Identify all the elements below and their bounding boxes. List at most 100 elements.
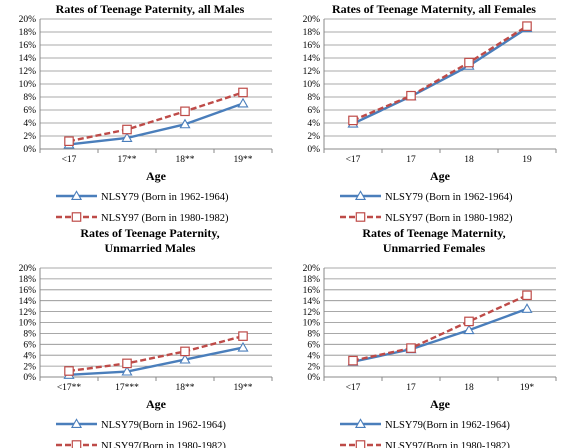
y-tick-label: 14% (303, 54, 321, 64)
series-nlsy97 (348, 21, 532, 126)
data-point (64, 366, 74, 376)
x-tick-label: 18 (464, 383, 474, 393)
legend-marker (355, 440, 366, 448)
y-tick-label: 8% (307, 93, 320, 103)
x-tick-label: 19* (520, 383, 535, 393)
data-point (521, 303, 533, 313)
series-line (68, 102, 244, 146)
series-nlsy97 (64, 87, 248, 146)
legend-marker (71, 440, 82, 448)
y-tick-label: 20% (19, 264, 37, 274)
data-point (238, 331, 248, 341)
legend-marker (354, 190, 367, 200)
x-tick-label: 17 (406, 155, 416, 165)
legend-entry: NLSY79(Born in 1962-1964) (340, 418, 510, 431)
y-tick-label: 10% (303, 319, 321, 329)
y-tick-label: 12% (19, 67, 37, 77)
data-point (121, 132, 133, 142)
y-tick-label: 6% (23, 106, 36, 116)
x-tick-label: 19 (522, 155, 532, 165)
chart-title: Unmarried Males (105, 241, 196, 255)
x-axis-label: Age (430, 397, 451, 411)
series-line (352, 294, 528, 362)
x-tick-label: 17 (406, 383, 416, 393)
x-axis-label: Age (430, 169, 451, 183)
legend-label: NLSY97(Born in 1980-1982) (101, 441, 226, 448)
x-axis-label: Age (146, 169, 167, 183)
legend-entry: NLSY97(Born in 1980-1982) (340, 440, 510, 448)
chart-title: Rates of Teenage Paternity, (80, 226, 219, 240)
series-nlsy97 (64, 331, 248, 376)
y-tick-label: 10% (19, 80, 37, 90)
y-tick-label: 14% (19, 54, 37, 64)
series-nlsy79 (347, 22, 533, 128)
legend-entry: NLSY97 (Born in 1980-1982) (340, 212, 513, 224)
y-tick-label: 20% (303, 264, 321, 274)
y-tick-label: 18% (303, 28, 321, 38)
y-tick-label: 0% (23, 145, 36, 155)
data-point (237, 341, 249, 352)
y-tick-label: 16% (303, 41, 321, 51)
x-tick-label: <17** (57, 383, 82, 393)
y-tick-label: 10% (303, 80, 321, 90)
legend-label: NLSY79(Born in 1962-1964) (385, 420, 510, 431)
legend-label: NLSY97 (Born in 1980-1982) (101, 213, 229, 224)
y-tick-label: 20% (303, 15, 321, 25)
series-line (352, 25, 528, 122)
y-tick-label: 16% (303, 286, 321, 296)
data-point (64, 136, 74, 146)
data-point (348, 115, 358, 126)
data-point (122, 124, 132, 135)
data-point (180, 346, 190, 357)
y-tick-label: 6% (307, 341, 320, 351)
y-tick-label: 8% (23, 330, 36, 340)
data-point (406, 90, 416, 101)
legend-entry: NLSY97 (Born in 1980-1982) (56, 212, 229, 224)
x-tick-label: 19** (234, 155, 253, 165)
chart-title: Unmarried Females (383, 241, 486, 255)
legend-marker (71, 212, 82, 222)
series-line (68, 91, 244, 143)
x-axis-label: Age (146, 397, 167, 411)
x-tick-label: 19** (234, 383, 253, 393)
x-tick-label: <17 (346, 155, 361, 165)
legend-entry: NLSY97(Born in 1980-1982) (56, 440, 226, 448)
chart-title: Rates of Teenage Maternity, (362, 226, 505, 240)
legend-marker (70, 418, 83, 428)
chart-title: Rates of Teenage Maternity, all Females (332, 2, 536, 16)
data-point (180, 106, 190, 117)
x-tick-label: <17 (62, 155, 77, 165)
y-tick-label: 8% (307, 330, 320, 340)
y-tick-label: 0% (307, 373, 320, 383)
data-point (522, 21, 532, 31)
y-tick-label: 4% (307, 119, 320, 129)
y-tick-label: 2% (307, 362, 320, 372)
y-tick-label: 0% (307, 145, 320, 155)
y-tick-label: 10% (19, 319, 37, 329)
y-tick-label: 4% (23, 119, 36, 129)
y-tick-label: 4% (23, 351, 36, 361)
y-tick-label: 14% (19, 297, 37, 307)
data-point (179, 118, 191, 129)
y-tick-label: 8% (23, 93, 36, 103)
data-point (237, 97, 249, 108)
y-tick-label: 16% (19, 41, 37, 51)
legend-marker (355, 212, 366, 222)
y-tick-label: 18% (19, 275, 37, 285)
chart-panel-paternity-all-males: Rates of Teenage Paternity, all Males 0% 2… (0, 0, 284, 224)
y-tick-label: 2% (23, 362, 36, 372)
y-tick-label: 0% (23, 373, 36, 383)
chart-panel-maternity-unmarried-females: Rates of Teenage Maternity, Unmarried Fem… (284, 224, 568, 448)
y-tick-label: 18% (19, 28, 37, 38)
series-line (352, 27, 528, 125)
x-tick-label: 18** (176, 383, 195, 393)
data-point (464, 57, 474, 68)
chart-svg: Rates of Teenage Maternity,Unmarried Fem… (303, 226, 557, 448)
x-tick-label: 18** (176, 155, 195, 165)
y-tick-label: 14% (303, 297, 321, 307)
legend-marker (354, 418, 367, 428)
x-tick-label: 17** (118, 155, 137, 165)
legend-entry: NLSY79 (Born in 1962-1964) (340, 190, 513, 203)
chart-panel-maternity-all-females: Rates of Teenage Maternity, all Females 0… (284, 0, 568, 224)
data-point (522, 290, 532, 301)
